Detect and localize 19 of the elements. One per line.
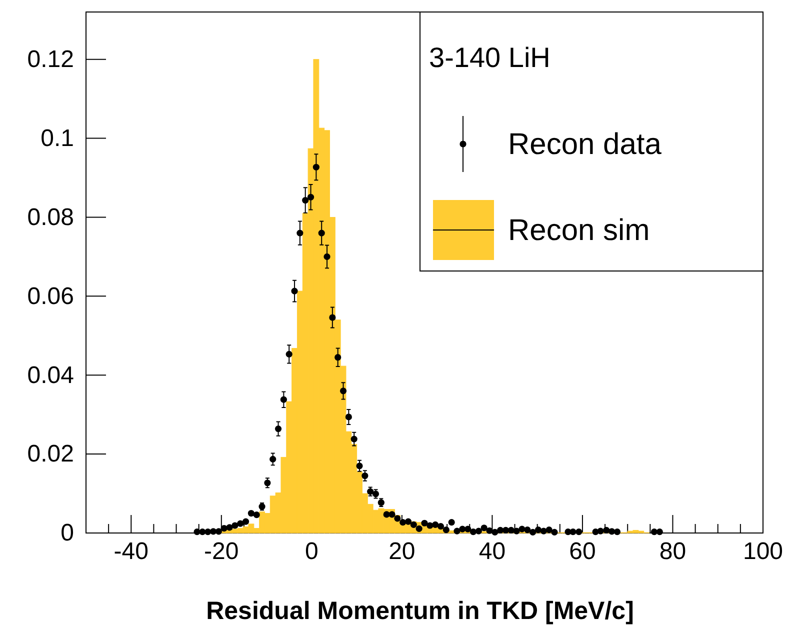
x-tick-label: 100 — [742, 538, 784, 566]
x-tick-label: 60 — [569, 538, 596, 566]
x-tick-label: 80 — [659, 538, 686, 566]
x-tick-label: 20 — [388, 538, 416, 566]
x-tick-label: -20 — [204, 538, 239, 566]
legend-label: Recon sim — [508, 214, 650, 247]
y-tick-label: 0.1 — [40, 124, 74, 152]
y-tick-label: 0.02 — [27, 440, 74, 468]
x-axis-title: Residual Momentum in TKD [MeV/c] — [206, 597, 634, 625]
x-tick-label: 0 — [304, 538, 318, 566]
y-tick-label: 0 — [60, 520, 74, 547]
legend-label: Recon data — [508, 128, 662, 161]
y-tick-label: 0.06 — [27, 282, 74, 310]
y-tick-label: 0.12 — [27, 46, 74, 74]
x-tick-label: 40 — [478, 538, 506, 566]
y-tick-label: 0.08 — [27, 204, 74, 231]
x-tick-label: -40 — [114, 538, 148, 566]
legend-title: 3-140 LiH — [429, 42, 550, 73]
y-tick-label: 0.04 — [27, 362, 74, 389]
